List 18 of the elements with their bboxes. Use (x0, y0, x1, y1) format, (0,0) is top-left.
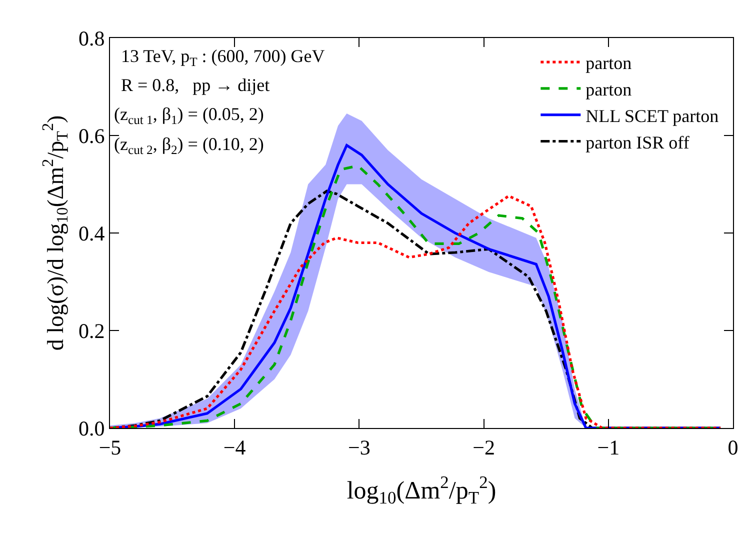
x-tick-label: −2 (472, 435, 495, 460)
y-tick-label: 0.8 (78, 26, 105, 50)
legend-label: parton (586, 79, 632, 100)
annotation: (z$_{cut 1}$, β$_{1}$) = (0.05, 2) (114, 104, 264, 127)
legend-label: parton ISR off (586, 132, 690, 152)
x-tick-label: −4 (223, 435, 246, 460)
legend-label: parton (586, 53, 632, 74)
annotation: 13 TeV, p$_{T}$ : (600, 700) GeV (121, 46, 325, 69)
annotation: R = 0.8, pp → dijet (121, 75, 270, 95)
legend-label: NLL SCET parton (586, 106, 719, 126)
x-tick-label: 0 (728, 435, 738, 460)
x-tick-label: −3 (348, 435, 370, 460)
annotation: (z$_{cut 2}$, β$_{2}$) = (0.10, 2) (114, 134, 264, 157)
y-tick-label: 0.6 (78, 124, 105, 148)
x-axis-title: log$_{10}$(Δm$^{2}$/p$_{T}$$^{2}$) (346, 472, 496, 508)
x-tick-label: −1 (597, 435, 620, 460)
y-tick-label: 0.2 (78, 318, 105, 343)
y-tick-label: 0.4 (78, 221, 106, 246)
